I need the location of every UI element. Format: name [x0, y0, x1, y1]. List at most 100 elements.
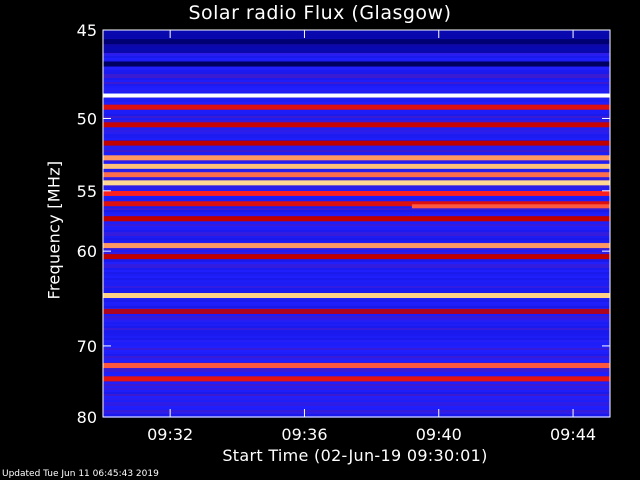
noise-row	[103, 138, 610, 140]
noise-row	[103, 282, 610, 284]
y-tick-label: 60	[77, 242, 97, 261]
emission-band	[103, 172, 610, 178]
noise-row	[103, 178, 610, 180]
noise-row	[103, 266, 610, 268]
noise-row	[103, 186, 610, 188]
emission-band	[103, 180, 610, 186]
noise-row	[103, 58, 610, 60]
noise-row	[103, 386, 610, 388]
noise-row	[103, 242, 610, 244]
noise-row	[103, 170, 610, 172]
y-tick-label: 50	[77, 109, 97, 128]
noise-row	[103, 230, 610, 232]
emission-band	[103, 122, 610, 128]
noise-row	[103, 78, 610, 80]
noise-row	[103, 314, 610, 316]
emission-band	[103, 216, 610, 222]
noise-row	[103, 198, 610, 200]
plot-frame	[102, 29, 611, 418]
noise-row	[103, 234, 610, 236]
noise-row	[103, 228, 610, 230]
noise-row	[103, 408, 610, 410]
noise-row	[103, 316, 610, 318]
noise-row	[103, 334, 610, 336]
noise-row	[103, 336, 610, 338]
noise-row	[103, 136, 610, 138]
noise-row	[103, 80, 610, 82]
updated-timestamp: Updated Tue Jun 11 06:45:43 2019	[2, 469, 159, 479]
noise-row	[103, 162, 610, 164]
noise-row	[103, 390, 610, 392]
noise-row	[103, 82, 610, 84]
noise-row	[103, 404, 610, 406]
noise-row	[103, 280, 610, 282]
noise-row	[103, 154, 610, 156]
y-tick-label: 70	[77, 337, 97, 356]
noise-row	[103, 368, 610, 370]
noise-row	[103, 396, 610, 398]
emission-band	[103, 243, 610, 249]
noise-row	[103, 286, 610, 288]
noise-row	[103, 388, 610, 390]
noise-row	[103, 344, 610, 346]
noise-row	[103, 200, 610, 202]
noise-row	[103, 410, 610, 412]
noise-row	[103, 276, 610, 278]
noise-row	[103, 188, 610, 190]
y-tick-label: 55	[77, 182, 97, 201]
x-tick-label: 09:40	[416, 425, 462, 444]
x-tick-label: 09:36	[281, 425, 327, 444]
noise-row	[103, 274, 610, 276]
noise-row	[103, 74, 610, 76]
noise-row	[103, 358, 610, 360]
noise-row	[103, 84, 610, 86]
noise-row	[103, 270, 610, 272]
noise-row	[103, 356, 610, 358]
noise-row	[103, 56, 610, 58]
noise-row	[103, 318, 610, 320]
noise-row	[103, 320, 610, 322]
noise-row	[103, 354, 610, 356]
noise-row	[103, 214, 610, 216]
noise-row	[103, 330, 610, 332]
x-tick-label: 09:44	[550, 425, 596, 444]
noise-row	[103, 326, 610, 328]
noise-row	[103, 86, 610, 88]
noise-row	[103, 352, 610, 354]
emission-band	[103, 93, 610, 98]
noise-row	[103, 118, 610, 120]
noise-row	[103, 130, 610, 132]
emission-band	[103, 308, 610, 314]
noise-row	[103, 208, 610, 210]
emission-band	[103, 190, 610, 196]
noise-row	[103, 338, 610, 340]
noise-row	[103, 302, 610, 304]
noise-row	[103, 232, 610, 234]
noise-row	[103, 196, 610, 198]
noise-row	[103, 374, 610, 376]
noise-row	[103, 362, 610, 364]
noise-row	[103, 152, 610, 154]
noise-row	[103, 324, 610, 326]
noise-row	[103, 132, 610, 134]
noise-row	[103, 212, 610, 214]
emission-band	[103, 254, 610, 260]
noise-row	[103, 60, 610, 62]
y-axis-label: Frequency [MHz]	[44, 160, 64, 300]
noise-row	[103, 98, 610, 100]
noise-row	[103, 268, 610, 270]
noise-row	[103, 134, 610, 136]
noise-row	[103, 252, 610, 254]
emission-band	[103, 363, 610, 369]
noise-row	[103, 384, 610, 386]
emission-band	[103, 39, 610, 45]
noise-row	[103, 292, 610, 294]
emission-band	[103, 376, 610, 382]
noise-row	[103, 288, 610, 290]
noise-row	[103, 298, 610, 300]
y-axis: 45 50 55 60 70 80	[77, 21, 610, 427]
noise-row	[103, 402, 610, 404]
noise-row	[103, 332, 610, 334]
x-axis: 09:32 09:36 09:40 09:44	[102, 29, 611, 444]
